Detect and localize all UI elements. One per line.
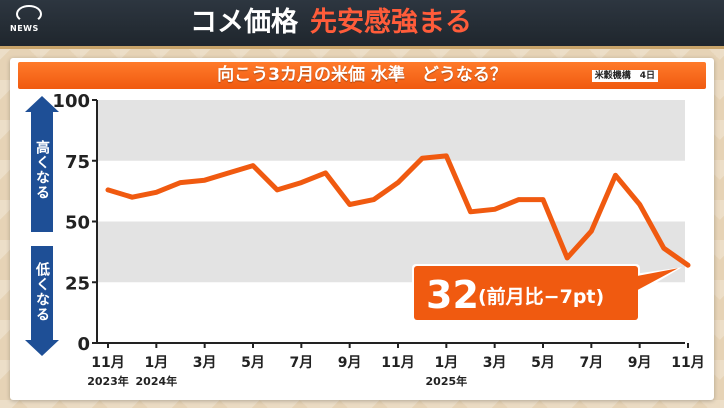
x-tick-label: 9月 — [628, 355, 652, 371]
data-point — [613, 173, 618, 178]
data-point — [395, 180, 401, 185]
data-point — [202, 177, 207, 183]
x-tick-label: 9月 — [338, 355, 362, 371]
arrow-up-head — [25, 96, 59, 112]
lower-label: 低くなる — [34, 262, 50, 322]
data-point — [178, 180, 183, 185]
x-tick-label: 7月 — [289, 355, 313, 371]
data-point — [274, 187, 280, 193]
callout-box — [414, 266, 638, 320]
data-point — [105, 187, 111, 193]
logo-ring — [16, 5, 42, 23]
y-tick-label: 50 — [65, 213, 90, 234]
callout-pointer — [632, 268, 678, 293]
data-point — [444, 153, 449, 159]
x-tick-label: 1月 — [144, 355, 168, 371]
data-point — [468, 209, 473, 214]
logo-brand: NEWS — [10, 24, 39, 33]
chart-title: 向こう3カ月の米価 水準 どうなる？ — [217, 65, 507, 85]
data-point — [371, 197, 377, 202]
data-point — [516, 197, 522, 202]
callout-change: (前月比−7pt) — [478, 285, 604, 308]
chart-title-bar: 向こう3カ月の米価 水準 どうなる？ 米穀機構 4日 — [18, 62, 706, 89]
grid-band — [97, 100, 685, 161]
data-point — [323, 170, 328, 176]
x-tick-label: 11月 — [671, 355, 704, 371]
header-bar: NEWS コメ価格 先安感強まる — [0, 0, 724, 49]
x-year-label: 2023年 — [87, 374, 129, 388]
arrow-down-head — [25, 340, 59, 356]
x-tick-label: 5月 — [241, 355, 265, 371]
y-tick-label: 75 — [65, 152, 90, 173]
y-tick-label: 25 — [65, 273, 90, 294]
x-tick-label: 1月 — [434, 355, 458, 371]
data-point — [419, 156, 425, 161]
callout-value: 32 — [426, 273, 479, 317]
higher-label: 高くなる — [34, 140, 50, 200]
data-point — [685, 263, 691, 268]
x-year-label: 2025年 — [426, 374, 468, 388]
y-tick-label: 0 — [77, 334, 90, 355]
x-tick-label: 11月 — [381, 355, 414, 371]
data-point — [661, 246, 667, 251]
data-point — [540, 197, 546, 202]
x-tick-label: 7月 — [579, 355, 603, 371]
x-year-label: 2024年 — [136, 374, 178, 388]
headline-topic: コメ価格 — [190, 7, 298, 38]
y-tick-label: 100 — [52, 91, 90, 112]
data-point — [154, 190, 159, 195]
data-point — [299, 180, 304, 185]
arrow-divider — [31, 232, 53, 246]
x-tick-label: 11月 — [91, 355, 124, 371]
data-point — [226, 170, 232, 176]
data-point — [129, 195, 135, 200]
news-logo: NEWS — [10, 5, 50, 37]
data-point — [250, 163, 256, 168]
x-tick-label: 5月 — [531, 355, 555, 371]
x-tick-label: 3月 — [193, 355, 217, 371]
data-point — [347, 202, 352, 207]
data-point — [492, 207, 497, 212]
headline-emphasis: 先安感強まる — [310, 7, 472, 38]
arrow-shaft — [31, 108, 53, 344]
data-point — [589, 229, 594, 234]
source-label: 米穀機構 4日 — [591, 70, 658, 82]
headline: コメ価格 先安感強まる — [190, 4, 472, 42]
x-tick-label: 3月 — [483, 355, 507, 371]
data-point — [564, 255, 570, 261]
data-point — [637, 202, 642, 207]
